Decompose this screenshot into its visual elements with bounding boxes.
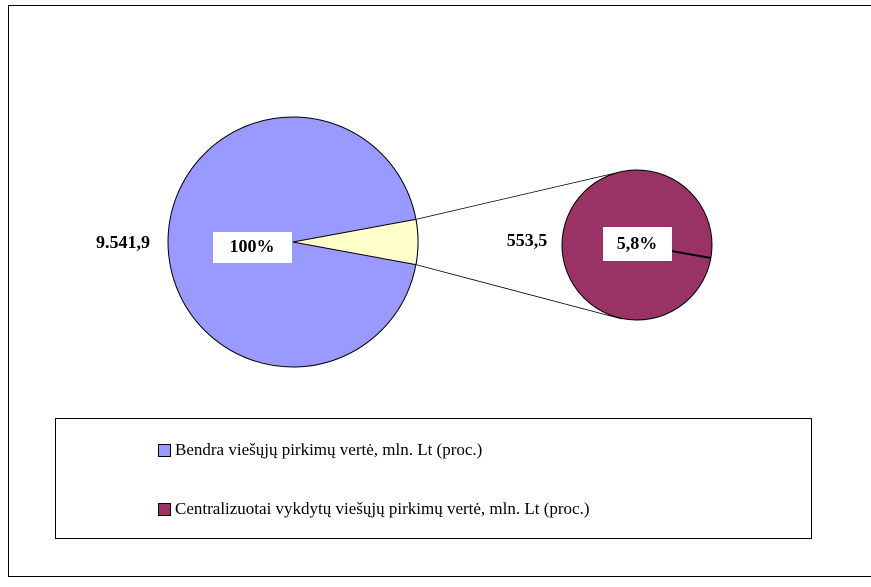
value-label: 553,5 — [507, 230, 548, 250]
legend-swatch — [159, 445, 171, 457]
percent-label: 5,8% — [617, 233, 658, 253]
legend-box — [56, 419, 812, 539]
legend-label: Centralizuotai vykdytų viešųjų pirkimų v… — [175, 499, 590, 518]
legend-label: Bendra viešųjų pirkimų vertė, mln. Lt (p… — [175, 440, 482, 459]
value-label: 9.541,9 — [96, 232, 150, 252]
legend-swatch — [159, 504, 171, 516]
percent-label: 100% — [230, 236, 275, 256]
